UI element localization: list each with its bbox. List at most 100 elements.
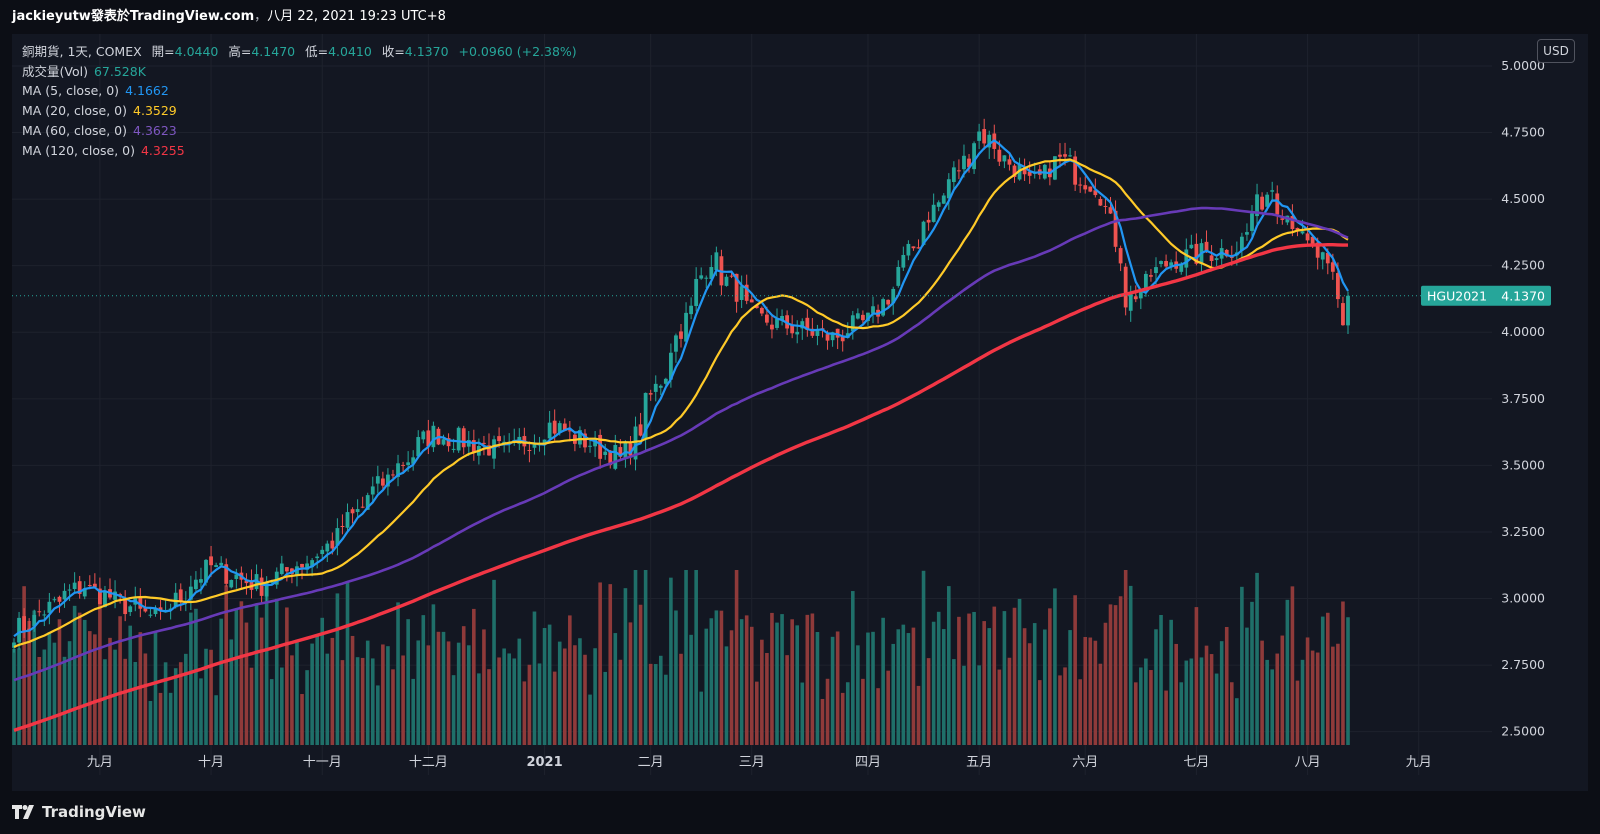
volume-bar [1027,643,1032,745]
ma60-line [13,206,1349,682]
volume-bar [820,698,825,745]
volume-bar [815,631,820,745]
volume-bar [184,653,188,745]
volume-bar [881,617,885,745]
volume-bar [502,648,506,745]
volume-bar [472,608,476,745]
volume-bar [285,607,289,745]
volume-bar [1068,630,1072,745]
candle-body [946,179,951,199]
candle-body [138,597,143,609]
symbol-title[interactable]: 銅期貨, 1天, COMEX [22,44,142,59]
candle-body [128,606,133,613]
volume-bar [1144,658,1148,745]
time-axis: 九月 十月 十一月 十二月 2021 二月 三月 四月 五月 六月 七月 八月 九月 [87,755,1432,770]
volume-bar [952,659,956,745]
candle-body [1275,193,1280,215]
volume-bar [760,639,764,745]
volume-bar [461,626,466,745]
volume-bar [1285,599,1290,745]
candle-body [714,252,719,270]
x-tick-label-6: 三月 [739,755,765,770]
volume-bar [1300,659,1305,745]
x-tick-label-7: 四月 [855,755,881,770]
volume-bar [598,582,602,745]
candle-body [52,599,57,601]
candle-body [557,423,562,433]
candle-body [194,579,198,590]
candle-body [355,509,360,513]
candle-body [153,608,158,615]
volume-bar [1118,596,1123,745]
candle-body [547,422,552,439]
candle-body [461,428,466,448]
volume-bar [840,692,845,745]
volume-bar [896,629,901,745]
volume-row: 成交量(Vol) 67.528K [22,62,577,82]
volume-bar [866,632,870,745]
candle-body [810,328,815,336]
volume-bar [856,645,860,745]
candle-body [1280,218,1285,220]
volume-bar [103,659,107,745]
candle-body [578,430,582,445]
candle-body [896,266,901,286]
ma120-value: 4.3255 [140,142,185,158]
volume-bar [664,674,668,745]
candle-body [795,331,800,335]
volume-bar [98,592,102,745]
volume-bar [477,673,481,745]
ma120-label[interactable]: MA (120, close, 0) [22,142,135,158]
candle-body [1335,273,1340,300]
ma20-label[interactable]: MA (20, close, 0) [22,103,128,119]
candle-body [411,457,416,464]
volume-bar [568,615,572,745]
candle-body [603,451,608,455]
volume-bar [22,586,26,745]
x-tick-label-12: 九月 [1406,755,1432,770]
ma60-label[interactable]: MA (60, close, 0) [22,122,128,138]
volume-bar [1280,635,1285,745]
volume-bar [1209,654,1214,745]
candle-body [1128,292,1133,311]
candle-body [209,556,213,566]
candle-body [1320,252,1325,260]
candle-body [497,436,501,442]
volume-label[interactable]: 成交量(Vol) [22,63,88,79]
volume-bar [871,631,875,745]
candle-body [931,204,936,222]
candle-body [663,378,668,384]
candle-body [1073,156,1078,185]
currency-button[interactable]: USD [1537,39,1575,63]
volume-bar [739,619,744,745]
candle-body [1118,248,1123,264]
ma5-line [13,139,1349,638]
candle-body [770,324,774,330]
candle-body [1189,244,1194,249]
volume-bar [704,628,709,745]
candle-body [790,325,795,334]
candle-body [1093,190,1098,196]
candle-body [815,330,820,336]
volume-bar [1336,643,1340,745]
x-tick-label-1: 十月 [198,755,224,770]
volume-bar [1098,663,1103,745]
ma5-label[interactable]: MA (5, close, 0) [22,83,120,99]
tradingview-logo[interactable]: TradingView [12,798,146,826]
volume-bar [118,616,122,745]
volume-bars [12,570,1350,745]
candle-body [259,577,264,596]
volume-bar [1012,607,1017,745]
candle-body [1250,213,1254,231]
volume-bar [401,655,405,745]
volume-bar [775,622,779,745]
volume-bar [901,624,906,745]
candle-body [12,642,16,648]
volume-bar [1245,627,1249,745]
author-name[interactable]: jackieyutw [12,9,91,24]
candle-body [1341,303,1345,326]
tradingview-logo-icon [12,805,34,819]
volume-bar [335,593,340,745]
candle-body [1007,159,1012,165]
